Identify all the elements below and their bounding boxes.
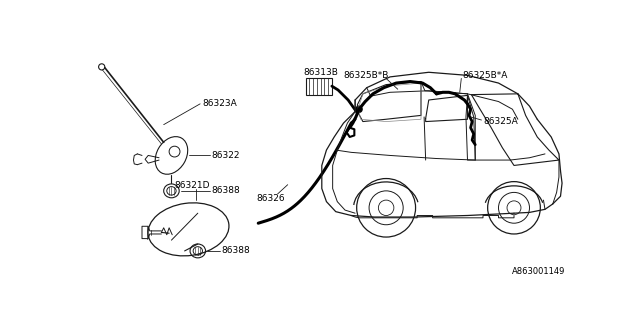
Bar <box>305 78 332 95</box>
Text: 86388: 86388 <box>212 186 241 195</box>
Text: 86313B: 86313B <box>303 68 338 77</box>
Circle shape <box>356 106 362 112</box>
Text: 86326: 86326 <box>257 194 285 203</box>
Text: 86325A: 86325A <box>483 117 518 126</box>
Text: 86321D: 86321D <box>175 181 210 190</box>
Text: 86323A: 86323A <box>202 99 237 108</box>
Text: 86388: 86388 <box>221 246 250 255</box>
Text: A863001149: A863001149 <box>512 267 565 276</box>
Text: 86325B*B: 86325B*B <box>344 71 389 80</box>
Text: 86322: 86322 <box>212 151 240 160</box>
Text: 86325B*A: 86325B*A <box>463 71 508 80</box>
